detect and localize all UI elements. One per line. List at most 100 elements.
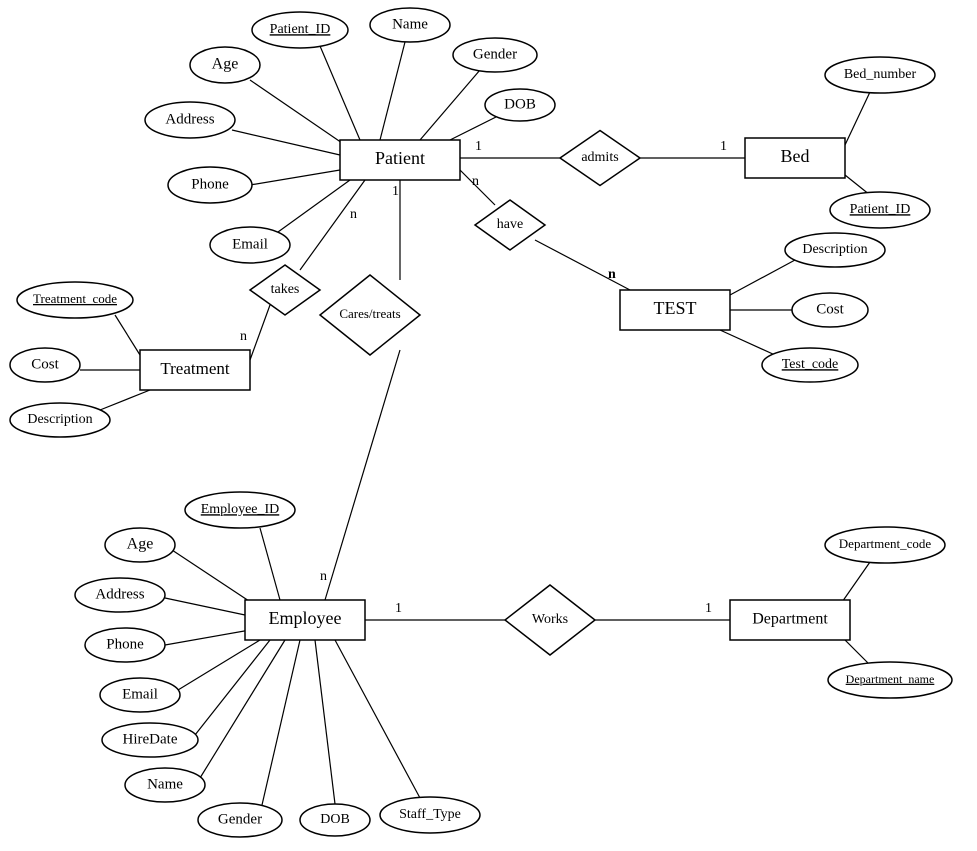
attribute-department_name: Department_name [828,662,952,698]
edge [300,180,365,270]
edge [320,46,360,140]
attribute-patient_id: Patient_ID [252,12,348,48]
attribute-description: Description [785,233,885,267]
attribute-label: Address [165,111,214,127]
entity-label: Bed [781,146,810,166]
attribute-label: Phone [106,636,144,652]
entity-label: Patient [375,148,425,168]
attribute-label: Email [122,686,158,702]
attribute-address: Address [75,578,165,612]
entity-label: Employee [269,608,342,628]
attribute-label: Age [212,56,239,73]
attribute-label: Test_code [782,357,839,372]
edge [232,130,340,155]
attribute-label: Patient_ID [270,22,331,37]
entity-label: Treatment [160,359,230,378]
relationship-works: Works [505,585,595,655]
cardinality-label: n [320,569,327,584]
relationship-label: Works [532,612,568,627]
entity-patient: Patient [340,140,460,180]
cardinality-label: 1 [720,139,727,154]
attribute-label: Employee_ID [201,502,280,517]
attribute-label: Gender [473,46,517,62]
attribute-description: Description [10,403,110,437]
cardinality-label: n [240,329,247,344]
cardinality-label: 1 [395,601,402,616]
attribute-treatment_code: Treatment_code [17,282,133,318]
edge [172,550,255,605]
attribute-name: Name [125,768,205,802]
entity-department: Department [730,600,850,640]
relationship-takes: takes [250,265,320,315]
attribute-staff_type: Staff_Type [380,797,480,833]
attribute-phone: Phone [168,167,252,203]
entity-bed: Bed [745,138,845,178]
attribute-label: Treatment_code [33,291,117,306]
attribute-label: Patient_ID [850,202,911,217]
relationship-label: takes [271,282,300,297]
cardinality-label: n [608,267,616,282]
attribute-label: Name [392,16,428,32]
edge [325,350,400,600]
attribute-label: Description [802,242,867,257]
edge [450,115,500,140]
attribute-label: Email [232,236,268,252]
attribute-patient_id: Patient_ID [830,192,930,228]
edge [250,170,340,185]
attribute-cost: Cost [792,293,868,327]
edge [535,240,630,290]
edge [262,640,300,805]
cardinality-label: 1 [392,184,399,199]
edge [115,315,140,355]
attribute-dob: DOB [300,804,370,836]
attribute-label: Staff_Type [399,807,461,822]
attributes-layer: Patient_ID Name Gender DOB Age Address Phone Em… [10,8,952,837]
attribute-name: Name [370,8,450,42]
entity-label: Department [752,611,828,628]
entity-treatment: Treatment [140,350,250,390]
edge [845,92,870,145]
attribute-test_code: Test_code [762,348,858,382]
attribute-label: Bed_number [844,67,917,82]
edge [380,42,405,140]
edge [178,640,260,690]
edge [100,390,150,410]
edge [250,305,270,360]
attribute-label: Cost [816,301,844,317]
edge [335,640,420,798]
relationship-label: admits [581,150,618,165]
attribute-label: Gender [218,811,262,827]
cardinality-label: 1 [705,601,712,616]
attribute-bed_number: Bed_number [825,57,935,93]
relationship-have: have [475,200,545,250]
attribute-label: DOB [504,96,536,112]
edge [278,180,350,232]
cardinality-label: 1 [475,139,482,154]
attribute-label: Age [127,536,154,553]
attribute-email: Email [210,227,290,263]
attribute-label: DOB [320,812,350,827]
edge [730,260,795,295]
relationships-layer: admits have takes Cares/treats Works [250,131,640,656]
edge [200,640,285,778]
attribute-label: Description [27,412,92,427]
entity-employee: Employee [245,600,365,640]
edge [165,598,245,615]
attribute-phone: Phone [85,628,165,662]
cardinalities-layer: 11nnnn1n11 [240,139,727,616]
attribute-label: Department_name [846,672,935,686]
attribute-label: HireDate [123,731,178,747]
attribute-age: Age [190,47,260,83]
relationship-label: Cares/treats [339,306,400,321]
attribute-dob: DOB [485,89,555,121]
er-diagram: Patient_ID Name Gender DOB Age Address Phone Em… [0,0,977,851]
entity-test: TEST [620,290,730,330]
attribute-gender: Gender [198,803,282,837]
relationship-label: have [497,217,523,232]
relationship-admits: admits [560,131,640,186]
attribute-label: Department_code [839,536,932,551]
attribute-gender: Gender [453,38,537,72]
attribute-department_code: Department_code [825,527,945,563]
relationship-cares: Cares/treats [320,275,420,355]
edge [840,562,870,605]
